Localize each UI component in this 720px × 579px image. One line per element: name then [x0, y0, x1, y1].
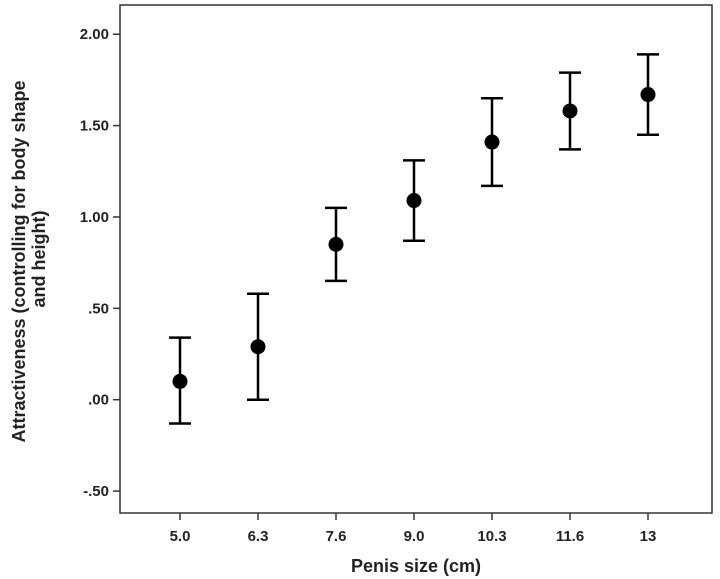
x-tick-label: 7.6	[326, 528, 347, 545]
x-tick-label: 11.6	[556, 528, 584, 545]
y-axis-title: Attractiveness (controlling for body sha…	[9, 75, 49, 442]
plot-frame	[119, 4, 713, 514]
data-point	[250, 339, 266, 355]
y-axis: -.50 .00 .50 1.00 1.50 2.00	[80, 26, 120, 500]
x-axis-title: Penis size (cm)	[351, 556, 481, 576]
x-tick-label: 10.3	[477, 528, 506, 545]
data-point	[640, 87, 656, 103]
x-tick-label: 13	[640, 528, 657, 545]
data-point	[562, 103, 578, 119]
data-point	[328, 236, 344, 252]
data-point	[172, 373, 188, 389]
x-tick-label: 6.3	[248, 528, 269, 545]
y-axis-title-line-1: Attractiveness (controlling for body sha…	[9, 80, 29, 442]
y-axis-title-line-2: and height)	[29, 211, 49, 308]
y-tick-label: 1.00	[80, 209, 109, 226]
y-tick-label: 2.00	[80, 26, 109, 43]
data-point	[484, 134, 500, 150]
data-marks	[169, 53, 659, 425]
x-tick-label: 5.0	[170, 528, 191, 545]
x-axis: 5.0 6.3 7.6 9.0 10.3 11.6 13	[170, 513, 657, 545]
x-tick-label: 9.0	[404, 528, 425, 545]
y-tick-label: -.50	[83, 483, 109, 500]
y-tick-label: 1.50	[80, 118, 109, 135]
y-tick-label: .50	[88, 300, 109, 317]
y-tick-label: .00	[88, 392, 109, 409]
data-point	[406, 193, 422, 209]
